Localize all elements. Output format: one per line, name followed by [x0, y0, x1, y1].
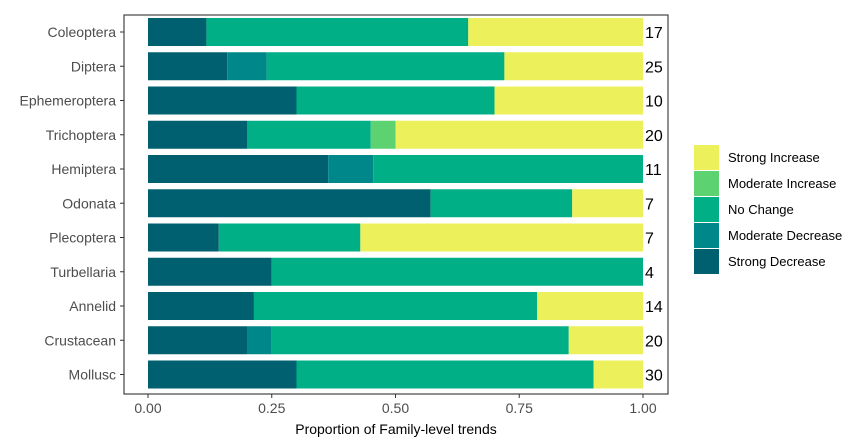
legend-label: Strong Increase [728, 150, 820, 165]
bar-segment-annelid-strong-increase [537, 292, 643, 320]
y-tick-label: Coleoptera [48, 24, 117, 40]
bar-segment-crustacean-strong-decrease [148, 326, 247, 355]
bar-segment-plecoptera-no-change [218, 223, 361, 252]
bar-segment-annelid-strong-decrease [148, 292, 254, 320]
legend-key-strong-increase [694, 145, 719, 170]
bar-segment-ephemeroptera-strong-decrease [148, 86, 297, 115]
y-tick-label: Mollusc [69, 367, 116, 383]
count-label: 30 [645, 368, 663, 385]
bar-segment-trichoptera-strong-decrease [148, 120, 247, 149]
count-label: 11 [645, 162, 662, 179]
bar-segment-hemiptera-moderate-decrease [328, 155, 374, 183]
bar-segment-trichoptera-moderate-increase [370, 120, 396, 149]
legend-label: Strong Decrease [728, 254, 826, 269]
bar-segment-ephemeroptera-strong-increase [494, 86, 643, 115]
bar-segment-mollusc-no-change [296, 360, 594, 389]
count-label: 20 [645, 333, 663, 350]
y-tick-label: Annelid [69, 298, 116, 314]
bar-segment-odonata-no-change [430, 189, 573, 218]
bar-segment-trichoptera-no-change [247, 120, 371, 149]
count-label: 14 [645, 299, 663, 316]
y-tick-label: Trichoptera [46, 127, 117, 143]
y-tick-label: Crustacean [44, 332, 116, 348]
count-label: 7 [645, 231, 654, 248]
legend-key-strong-decrease [694, 249, 719, 274]
y-tick-label: Turbellaria [50, 264, 116, 280]
bar-segment-turbellaria-strong-decrease [148, 257, 272, 286]
bar-segment-plecoptera-strong-increase [360, 223, 643, 252]
bar-segment-trichoptera-strong-increase [395, 120, 643, 149]
count-labels: 17 25 10 20 11 7 7 4 14 20 30 [645, 25, 663, 385]
bar-segment-annelid-no-change [253, 292, 538, 320]
legend-key-moderate-decrease [694, 223, 719, 248]
legend-key-moderate-increase [694, 171, 719, 196]
y-tick-label: Hemiptera [51, 161, 116, 177]
x-tick-label: 0.75 [506, 400, 533, 416]
legend: Strong Increase Moderate Increase No Chang… [694, 145, 842, 274]
bar-segment-crustacean-moderate-decrease [247, 326, 272, 355]
bars-layer [148, 18, 643, 389]
x-tick-label: 0.50 [382, 400, 409, 416]
x-tick-label: 0.25 [258, 400, 285, 416]
bar-segment-diptera-strong-decrease [148, 52, 228, 81]
bar-segment-hemiptera-strong-decrease [148, 155, 329, 183]
y-tick-label: Plecoptera [49, 230, 116, 246]
legend-key-no-change [694, 197, 719, 222]
bar-segment-coleoptera-strong-increase [468, 18, 643, 46]
bar-segment-hemiptera-no-change [373, 155, 643, 183]
count-label: 10 [645, 94, 663, 111]
bar-segment-ephemeroptera-no-change [296, 86, 495, 115]
x-tick-label: 1.00 [629, 400, 656, 416]
legend-label: Moderate Decrease [728, 228, 842, 243]
y-tick-label: Odonata [62, 195, 116, 211]
bar-segment-coleoptera-strong-decrease [148, 18, 207, 46]
count-label: 7 [645, 196, 654, 213]
bar-segment-diptera-moderate-decrease [227, 52, 267, 81]
bar-segment-diptera-no-change [266, 52, 505, 81]
y-tick-label: Ephemeroptera [19, 93, 116, 109]
x-axis-title: Proportion of Family-level trends [295, 421, 497, 437]
bar-segment-odonata-strong-increase [572, 189, 643, 218]
bar-segment-coleoptera-no-change [206, 18, 469, 46]
legend-label: Moderate Increase [728, 176, 836, 191]
count-label: 25 [645, 59, 663, 76]
bar-segment-turbellaria-no-change [271, 257, 643, 286]
bar-segment-odonata-strong-decrease [148, 189, 431, 218]
bar-segment-crustacean-strong-increase [568, 326, 643, 355]
y-tick-label: Diptera [71, 58, 116, 74]
bar-segment-plecoptera-strong-decrease [148, 223, 219, 252]
bar-segment-mollusc-strong-decrease [148, 360, 297, 389]
count-label: 20 [645, 128, 663, 145]
legend-label: No Change [728, 202, 794, 217]
bar-segment-mollusc-strong-increase [593, 360, 643, 389]
bar-segment-diptera-strong-increase [504, 52, 643, 81]
x-tick-label: 0.00 [134, 400, 161, 416]
count-label: 17 [645, 25, 663, 42]
y-axis-labels: Coleoptera Diptera Ephemeroptera Trichopter… [19, 24, 124, 383]
x-axis: 0.00 0.25 0.50 0.75 1.00 [134, 394, 657, 416]
bar-segment-crustacean-no-change [271, 326, 569, 355]
count-label: 4 [645, 265, 654, 282]
